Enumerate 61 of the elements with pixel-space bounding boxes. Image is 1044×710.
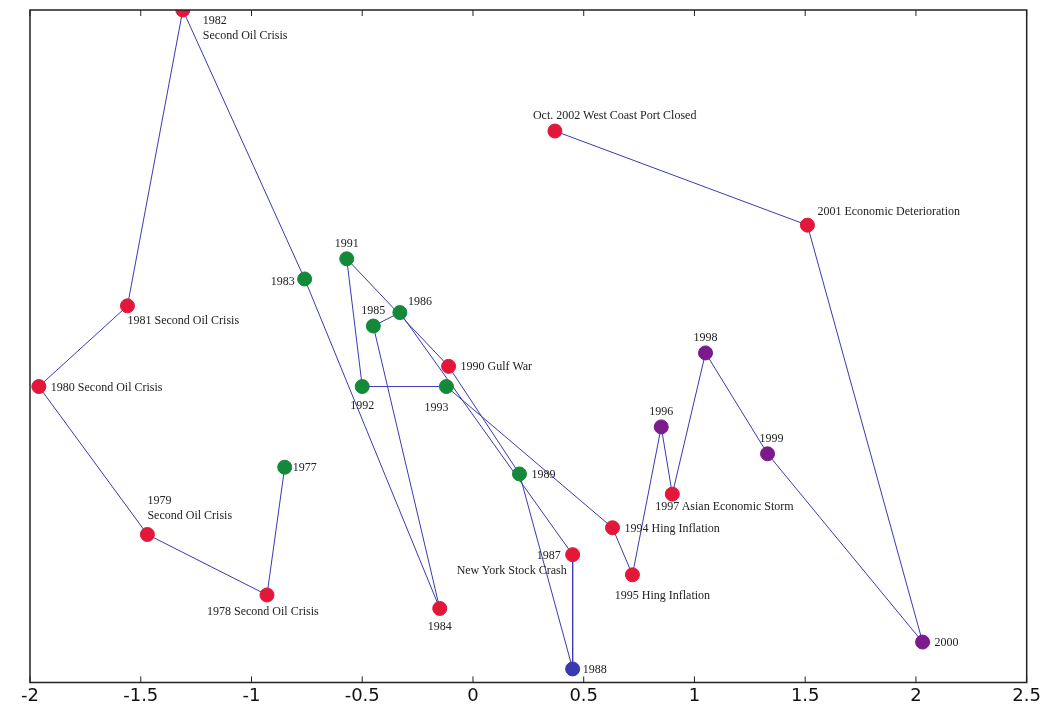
annotation: 1981 Second Oil Crisis xyxy=(127,312,240,327)
annotation: 1990 Gulf War xyxy=(460,359,533,374)
point xyxy=(365,318,381,334)
point xyxy=(438,379,454,395)
annotation: 1995 Hing Inflation xyxy=(614,587,711,602)
point xyxy=(565,547,581,563)
annotation: 1978 Second Oil Crisis xyxy=(206,603,319,618)
annotation: 1991 xyxy=(334,235,359,250)
point xyxy=(511,466,527,482)
x-tick-label: 2 xyxy=(910,683,922,705)
point xyxy=(605,520,621,536)
annotation: 1992 xyxy=(350,397,375,412)
point xyxy=(392,305,408,321)
annotation: 1982 Second Oil Crisis xyxy=(202,13,288,42)
x-tick-label: 1.5 xyxy=(790,683,820,705)
annotation: Oct. 2002 West Coast Port Closed xyxy=(532,108,697,123)
point xyxy=(259,587,275,603)
point xyxy=(698,345,714,361)
point xyxy=(297,271,313,287)
annotation: 1977 xyxy=(292,460,317,475)
annotation: 1986 xyxy=(407,293,432,308)
point xyxy=(31,379,47,395)
annotation: 1989 xyxy=(531,466,556,481)
point xyxy=(277,459,293,475)
point xyxy=(760,446,776,462)
annotation: 1988 xyxy=(582,661,607,676)
annotation: 2001 Economic Deterioration xyxy=(817,204,961,219)
point xyxy=(799,217,815,233)
x-tick-label: -1 xyxy=(242,683,261,705)
point xyxy=(119,298,135,314)
annotation: 1985 xyxy=(361,303,386,318)
x-tick-label: 2.5 xyxy=(1012,683,1042,705)
point xyxy=(565,661,581,677)
x-tick-label: 0.5 xyxy=(569,683,599,705)
point xyxy=(339,251,355,267)
point xyxy=(354,379,370,395)
annotation: 1994 Hing Inflation xyxy=(624,520,720,535)
point xyxy=(432,600,448,616)
annotation: 2000 xyxy=(934,635,959,650)
annotation: 1980 Second Oil Crisis xyxy=(50,379,163,394)
point xyxy=(547,123,563,139)
annotation: 1999 xyxy=(759,430,784,445)
x-tick-label: -0.5 xyxy=(344,683,380,705)
point xyxy=(139,526,155,542)
point xyxy=(624,567,640,583)
annotation: 1997 Asian Economic Storm xyxy=(655,499,795,514)
point xyxy=(653,419,669,435)
annotation: 1993 xyxy=(424,399,449,414)
annotation: 1987 New York Stock Crash xyxy=(456,547,567,577)
x-tick-label: -2 xyxy=(21,683,39,705)
point xyxy=(664,486,680,502)
x-tick-label: 1 xyxy=(688,683,701,705)
x-tick-label: -1.5 xyxy=(123,683,159,705)
point xyxy=(915,634,931,650)
annotation: 1979 Second Oil Crisis xyxy=(147,493,233,523)
annotation: 1983 xyxy=(270,273,295,288)
annotation: 1984 xyxy=(427,619,452,634)
point xyxy=(441,358,457,374)
annotation: 1996 xyxy=(649,403,674,418)
x-tick-label: 0 xyxy=(467,683,479,705)
annotation: 1998 xyxy=(693,329,718,344)
